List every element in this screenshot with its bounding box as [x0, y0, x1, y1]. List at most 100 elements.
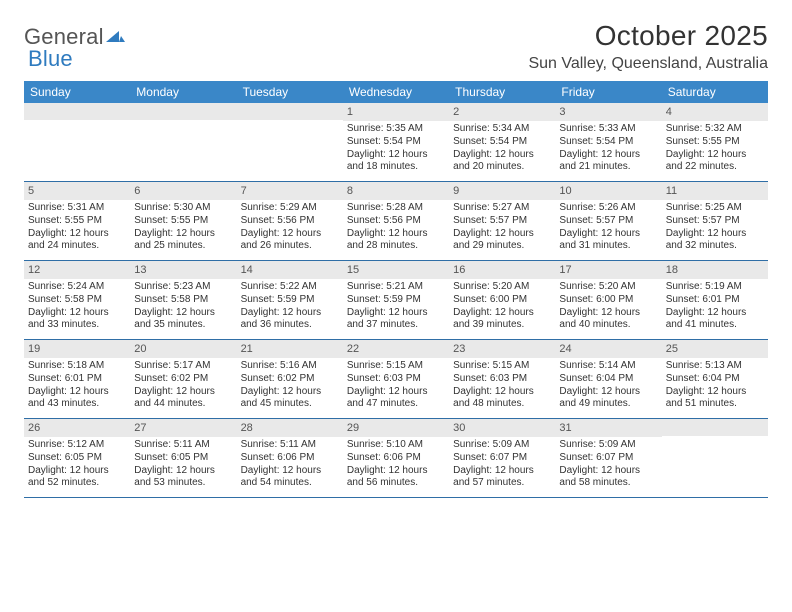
weekday-monday: Monday: [130, 81, 236, 103]
calendar-page: General October 2025 Sun Valley, Queensl…: [0, 0, 792, 508]
weekday-friday: Friday: [555, 81, 661, 103]
day-number: 28: [237, 419, 343, 437]
day-details: Sunrise: 5:11 AMSunset: 6:06 PMDaylight:…: [241, 439, 339, 490]
day-details: Sunrise: 5:25 AMSunset: 5:57 PMDaylight:…: [666, 202, 764, 253]
day-number: 10: [555, 182, 661, 200]
day-cell: 3 Sunrise: 5:33 AMSunset: 5:54 PMDaylight…: [555, 103, 661, 181]
week-row: 1 Sunrise: 5:35 AMSunset: 5:54 PMDaylight…: [24, 103, 768, 182]
day-cell: 9 Sunrise: 5:27 AMSunset: 5:57 PMDaylight…: [449, 182, 555, 260]
day-number: 4: [662, 103, 768, 121]
day-details: Sunrise: 5:22 AMSunset: 5:59 PMDaylight:…: [241, 281, 339, 332]
day-number: 8: [343, 182, 449, 200]
day-details: Sunrise: 5:24 AMSunset: 5:58 PMDaylight:…: [28, 281, 126, 332]
day-cell: 10Sunrise: 5:26 AMSunset: 5:57 PMDayligh…: [555, 182, 661, 260]
day-number: [662, 419, 768, 436]
day-cell: 12 Sunrise: 5:24 AMSunset: 5:58 PMDayligh…: [24, 261, 130, 339]
weekday-wednesday: Wednesday: [343, 81, 449, 103]
day-cell: 13Sunrise: 5:23 AMSunset: 5:58 PMDayligh…: [130, 261, 236, 339]
day-cell: 16 Sunrise: 5:20 AMSunset: 6:00 PMDayligh…: [449, 261, 555, 339]
day-cell: 1 Sunrise: 5:35 AMSunset: 5:54 PMDaylight…: [343, 103, 449, 181]
day-details: Sunrise: 5:34 AMSunset: 5:54 PMDaylight:…: [453, 123, 551, 174]
day-number: 31: [555, 419, 661, 437]
day-details: Sunrise: 5:20 AMSunset: 6:00 PMDaylight:…: [559, 281, 657, 332]
day-cell: 31 Sunrise: 5:09 AMSunset: 6:07 PMDayligh…: [555, 419, 661, 497]
day-number: 7: [237, 182, 343, 200]
weekday-saturday: Saturday: [662, 81, 768, 103]
day-cell: 4Sunrise: 5:32 AMSunset: 5:55 PMDaylight…: [662, 103, 768, 181]
weekday-tuesday: Tuesday: [237, 81, 343, 103]
day-cell: 23 Sunrise: 5:15 AMSunset: 6:03 PMDayligh…: [449, 340, 555, 418]
month-title: October 2025: [528, 20, 768, 52]
day-number: 1: [343, 103, 449, 121]
week-row: 5 Sunrise: 5:31 AMSunset: 5:55 PMDaylight…: [24, 182, 768, 261]
day-details: Sunrise: 5:19 AMSunset: 6:01 PMDaylight:…: [666, 281, 764, 332]
day-cell: 24 Sunrise: 5:14 AMSunset: 6:04 PMDayligh…: [555, 340, 661, 418]
day-cell: 15Sunrise: 5:21 AMSunset: 5:59 PMDayligh…: [343, 261, 449, 339]
day-details: Sunrise: 5:16 AMSunset: 6:02 PMDaylight:…: [241, 360, 339, 411]
day-number: 12: [24, 261, 130, 279]
day-details: Sunrise: 5:35 AMSunset: 5:54 PMDaylight:…: [347, 123, 445, 174]
weekday-sunday: Sunday: [24, 81, 130, 103]
logo-mark-icon: [106, 27, 126, 48]
day-cell: 19Sunrise: 5:18 AMSunset: 6:01 PMDayligh…: [24, 340, 130, 418]
day-cell: 27 Sunrise: 5:11 AMSunset: 6:05 PMDayligh…: [130, 419, 236, 497]
location: Sun Valley, Queensland, Australia: [528, 55, 768, 73]
day-cell: [662, 419, 768, 497]
day-cell: 22Sunrise: 5:15 AMSunset: 6:03 PMDayligh…: [343, 340, 449, 418]
day-details: Sunrise: 5:11 AMSunset: 6:05 PMDaylight:…: [134, 439, 232, 490]
day-number: 15: [343, 261, 449, 279]
day-details: Sunrise: 5:13 AMSunset: 6:04 PMDaylight:…: [666, 360, 764, 411]
day-number: 24: [555, 340, 661, 358]
day-cell: 5 Sunrise: 5:31 AMSunset: 5:55 PMDaylight…: [24, 182, 130, 260]
day-number: [237, 103, 343, 120]
day-number: 9: [449, 182, 555, 200]
day-number: 18: [662, 261, 768, 279]
day-cell: 29 Sunrise: 5:10 AMSunset: 6:06 PMDayligh…: [343, 419, 449, 497]
day-details: Sunrise: 5:29 AMSunset: 5:56 PMDaylight:…: [241, 202, 339, 253]
day-number: 20: [130, 340, 236, 358]
day-number: 5: [24, 182, 130, 200]
day-details: Sunrise: 5:31 AMSunset: 5:55 PMDaylight:…: [28, 202, 126, 253]
day-number: 11: [662, 182, 768, 200]
day-number: 25: [662, 340, 768, 358]
day-cell: 2 Sunrise: 5:34 AMSunset: 5:54 PMDaylight…: [449, 103, 555, 181]
day-details: Sunrise: 5:14 AMSunset: 6:04 PMDaylight:…: [559, 360, 657, 411]
week-row: 26 Sunrise: 5:12 AMSunset: 6:05 PMDayligh…: [24, 419, 768, 498]
day-number: 13: [130, 261, 236, 279]
day-number: 19: [24, 340, 130, 358]
day-cell: 14Sunrise: 5:22 AMSunset: 5:59 PMDayligh…: [237, 261, 343, 339]
day-number: 21: [237, 340, 343, 358]
day-details: Sunrise: 5:28 AMSunset: 5:56 PMDaylight:…: [347, 202, 445, 253]
weekday-thursday: Thursday: [449, 81, 555, 103]
day-number: 22: [343, 340, 449, 358]
day-number: 30: [449, 419, 555, 437]
day-number: 17: [555, 261, 661, 279]
day-details: Sunrise: 5:20 AMSunset: 6:00 PMDaylight:…: [453, 281, 551, 332]
logo-text-blue: Blue: [28, 46, 73, 71]
calendar: SundayMondayTuesdayWednesdayThursdayFrid…: [24, 81, 768, 498]
day-number: [24, 103, 130, 120]
day-cell: [24, 103, 130, 181]
day-number: 16: [449, 261, 555, 279]
day-number: 3: [555, 103, 661, 121]
day-details: Sunrise: 5:12 AMSunset: 6:05 PMDaylight:…: [28, 439, 126, 490]
day-details: Sunrise: 5:33 AMSunset: 5:54 PMDaylight:…: [559, 123, 657, 174]
day-cell: 20Sunrise: 5:17 AMSunset: 6:02 PMDayligh…: [130, 340, 236, 418]
day-details: Sunrise: 5:09 AMSunset: 6:07 PMDaylight:…: [559, 439, 657, 490]
weeks-container: 1 Sunrise: 5:35 AMSunset: 5:54 PMDaylight…: [24, 103, 768, 498]
day-details: Sunrise: 5:10 AMSunset: 6:06 PMDaylight:…: [347, 439, 445, 490]
day-number: 6: [130, 182, 236, 200]
day-cell: 26 Sunrise: 5:12 AMSunset: 6:05 PMDayligh…: [24, 419, 130, 497]
day-cell: 17 Sunrise: 5:20 AMSunset: 6:00 PMDayligh…: [555, 261, 661, 339]
day-number: 26: [24, 419, 130, 437]
day-cell: 8 Sunrise: 5:28 AMSunset: 5:56 PMDaylight…: [343, 182, 449, 260]
day-cell: 11 Sunrise: 5:25 AMSunset: 5:57 PMDayligh…: [662, 182, 768, 260]
day-number: 2: [449, 103, 555, 121]
day-number: 23: [449, 340, 555, 358]
day-number: 29: [343, 419, 449, 437]
day-details: Sunrise: 5:27 AMSunset: 5:57 PMDaylight:…: [453, 202, 551, 253]
day-details: Sunrise: 5:15 AMSunset: 6:03 PMDaylight:…: [453, 360, 551, 411]
day-number: 27: [130, 419, 236, 437]
header: General October 2025 Sun Valley, Queensl…: [24, 20, 768, 73]
week-row: 12 Sunrise: 5:24 AMSunset: 5:58 PMDayligh…: [24, 261, 768, 340]
